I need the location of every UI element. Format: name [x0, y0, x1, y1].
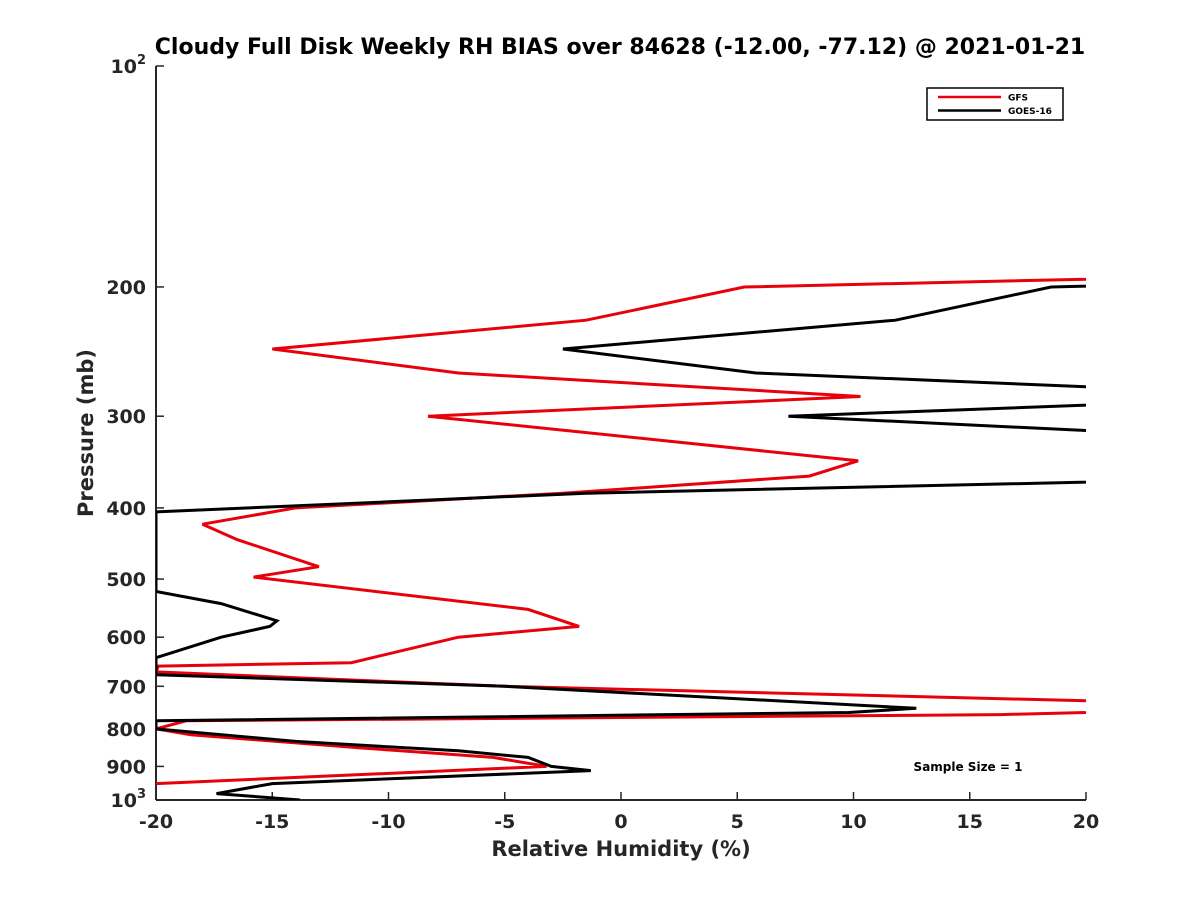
x-tick-label: -10 [371, 811, 405, 833]
legend-label-goes16: GOES-16 [1008, 107, 1052, 117]
y-tick-label: 600 [106, 627, 146, 649]
axes: -20 -15 -10 -5 0 5 10 15 20 102 200 300 400 500 600 700… [106, 53, 1099, 833]
x-tick-label: 10 [840, 811, 866, 833]
legend-label-gfs: GFS [1008, 94, 1028, 104]
x-tick-label: 15 [957, 811, 983, 833]
chart-title: Cloudy Full Disk Weekly RH BIAS over 846… [155, 35, 1085, 60]
y-tick-label: 500 [106, 569, 146, 591]
series-line-goes16 [156, 284, 1086, 800]
x-tick-label: -5 [494, 811, 515, 833]
x-tick-label: 20 [1073, 811, 1099, 833]
x-axis-label: Relative Humidity (%) [491, 837, 750, 861]
series-layer [156, 277, 1086, 800]
y-tick-label: 700 [106, 676, 146, 698]
y-tick-label: 300 [106, 406, 146, 428]
series-line-gfs [156, 277, 1086, 786]
x-tick-label: -20 [139, 811, 173, 833]
x-tick-label: 0 [614, 811, 627, 833]
y-tick-label: 800 [106, 719, 146, 741]
y-tick-label: 102 [111, 53, 147, 78]
y-tick-label: 103 [111, 787, 147, 812]
legend: GFS GOES-16 [926, 87, 1064, 121]
y-tick-label: 400 [106, 498, 146, 520]
x-tick-label: -15 [255, 811, 289, 833]
sample-size-annotation: Sample Size = 1 [914, 760, 1023, 774]
y-tick-label: 900 [106, 756, 146, 778]
y-tick-label: 200 [106, 277, 146, 299]
legend-box [926, 87, 1064, 121]
x-tick-label: 5 [731, 811, 744, 833]
y-axis-label: Pressure (mb) [74, 349, 98, 517]
